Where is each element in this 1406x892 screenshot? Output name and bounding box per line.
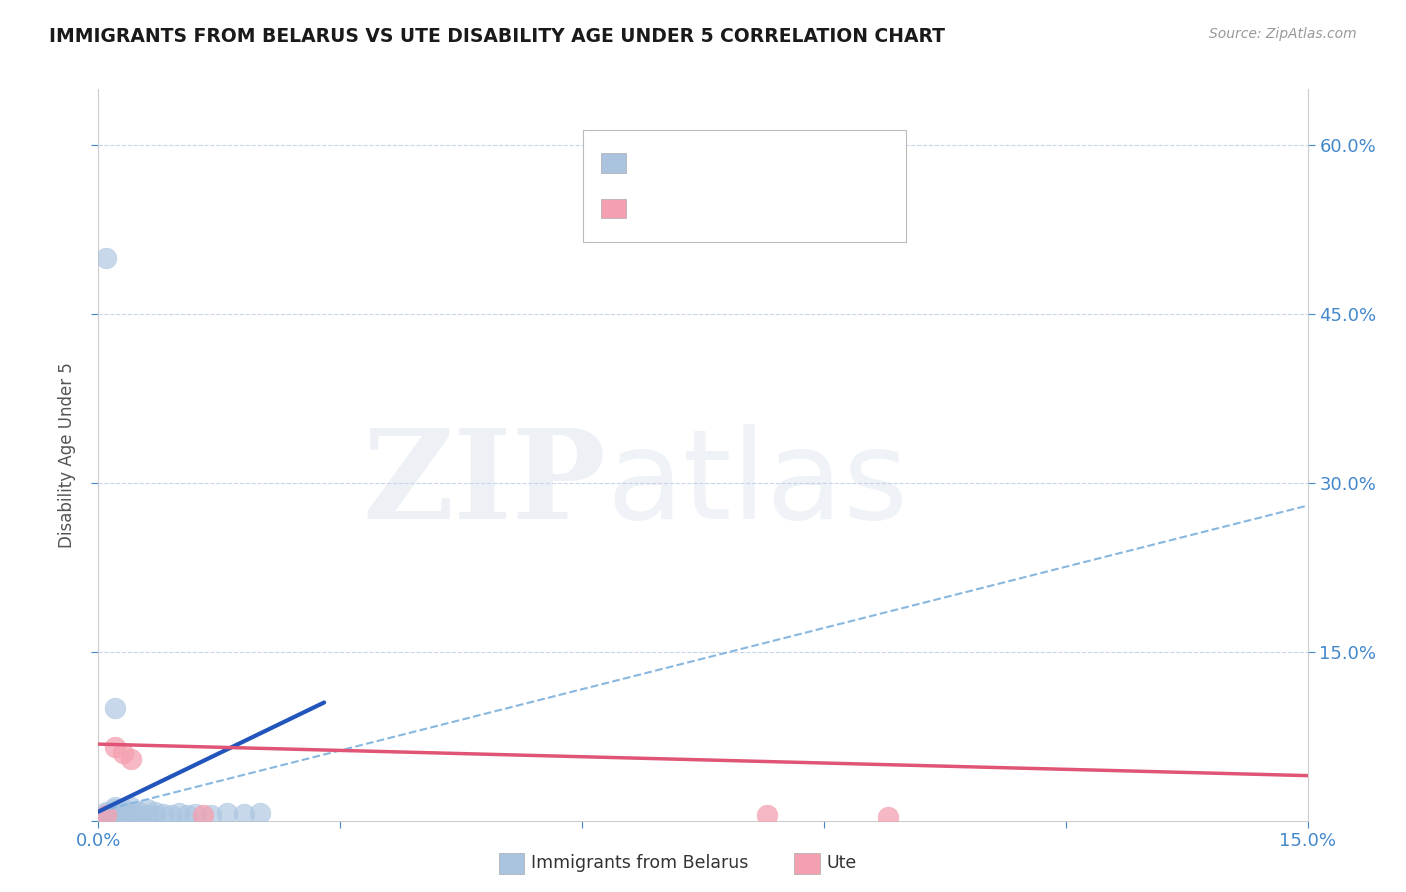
Point xyxy=(877,810,900,824)
Point xyxy=(120,809,142,823)
Point xyxy=(96,809,118,823)
Text: ZIP: ZIP xyxy=(363,424,606,545)
Point xyxy=(128,805,150,819)
Point xyxy=(756,808,779,822)
Point xyxy=(232,806,254,821)
Point xyxy=(249,805,271,820)
Point xyxy=(120,752,142,766)
Point xyxy=(176,808,198,822)
Point xyxy=(96,808,118,822)
Point xyxy=(103,802,125,816)
Point xyxy=(111,805,134,819)
Text: R =  0.121   N = 32: R = 0.121 N = 32 xyxy=(636,154,825,172)
Point xyxy=(111,746,134,760)
Point xyxy=(103,809,125,823)
Point xyxy=(96,805,118,819)
Point xyxy=(96,251,118,265)
Point xyxy=(103,800,125,814)
Point xyxy=(111,806,134,821)
Text: atlas: atlas xyxy=(606,424,908,545)
Text: Immigrants from Belarus: Immigrants from Belarus xyxy=(531,855,749,872)
Point xyxy=(152,806,174,821)
Point xyxy=(143,809,166,823)
Point xyxy=(143,805,166,819)
Text: R = -0.084   N =  7: R = -0.084 N = 7 xyxy=(636,200,825,218)
Text: Ute: Ute xyxy=(827,855,858,872)
Point xyxy=(111,802,134,816)
Point xyxy=(167,805,190,820)
Point xyxy=(111,809,134,823)
Point xyxy=(184,806,207,821)
Y-axis label: Disability Age Under 5: Disability Age Under 5 xyxy=(58,362,76,548)
Point xyxy=(128,809,150,823)
Point xyxy=(103,740,125,755)
Point xyxy=(135,808,157,822)
Text: IMMIGRANTS FROM BELARUS VS UTE DISABILITY AGE UNDER 5 CORRELATION CHART: IMMIGRANTS FROM BELARUS VS UTE DISABILIT… xyxy=(49,27,945,45)
Point xyxy=(103,806,125,821)
Point xyxy=(120,800,142,814)
Text: Source: ZipAtlas.com: Source: ZipAtlas.com xyxy=(1209,27,1357,41)
Point xyxy=(217,805,239,820)
Point xyxy=(96,806,118,821)
Point xyxy=(193,808,215,822)
Point xyxy=(103,701,125,715)
Point xyxy=(103,805,125,819)
Point xyxy=(120,805,142,819)
Point xyxy=(200,808,222,822)
Point xyxy=(160,808,183,822)
Point xyxy=(135,802,157,816)
